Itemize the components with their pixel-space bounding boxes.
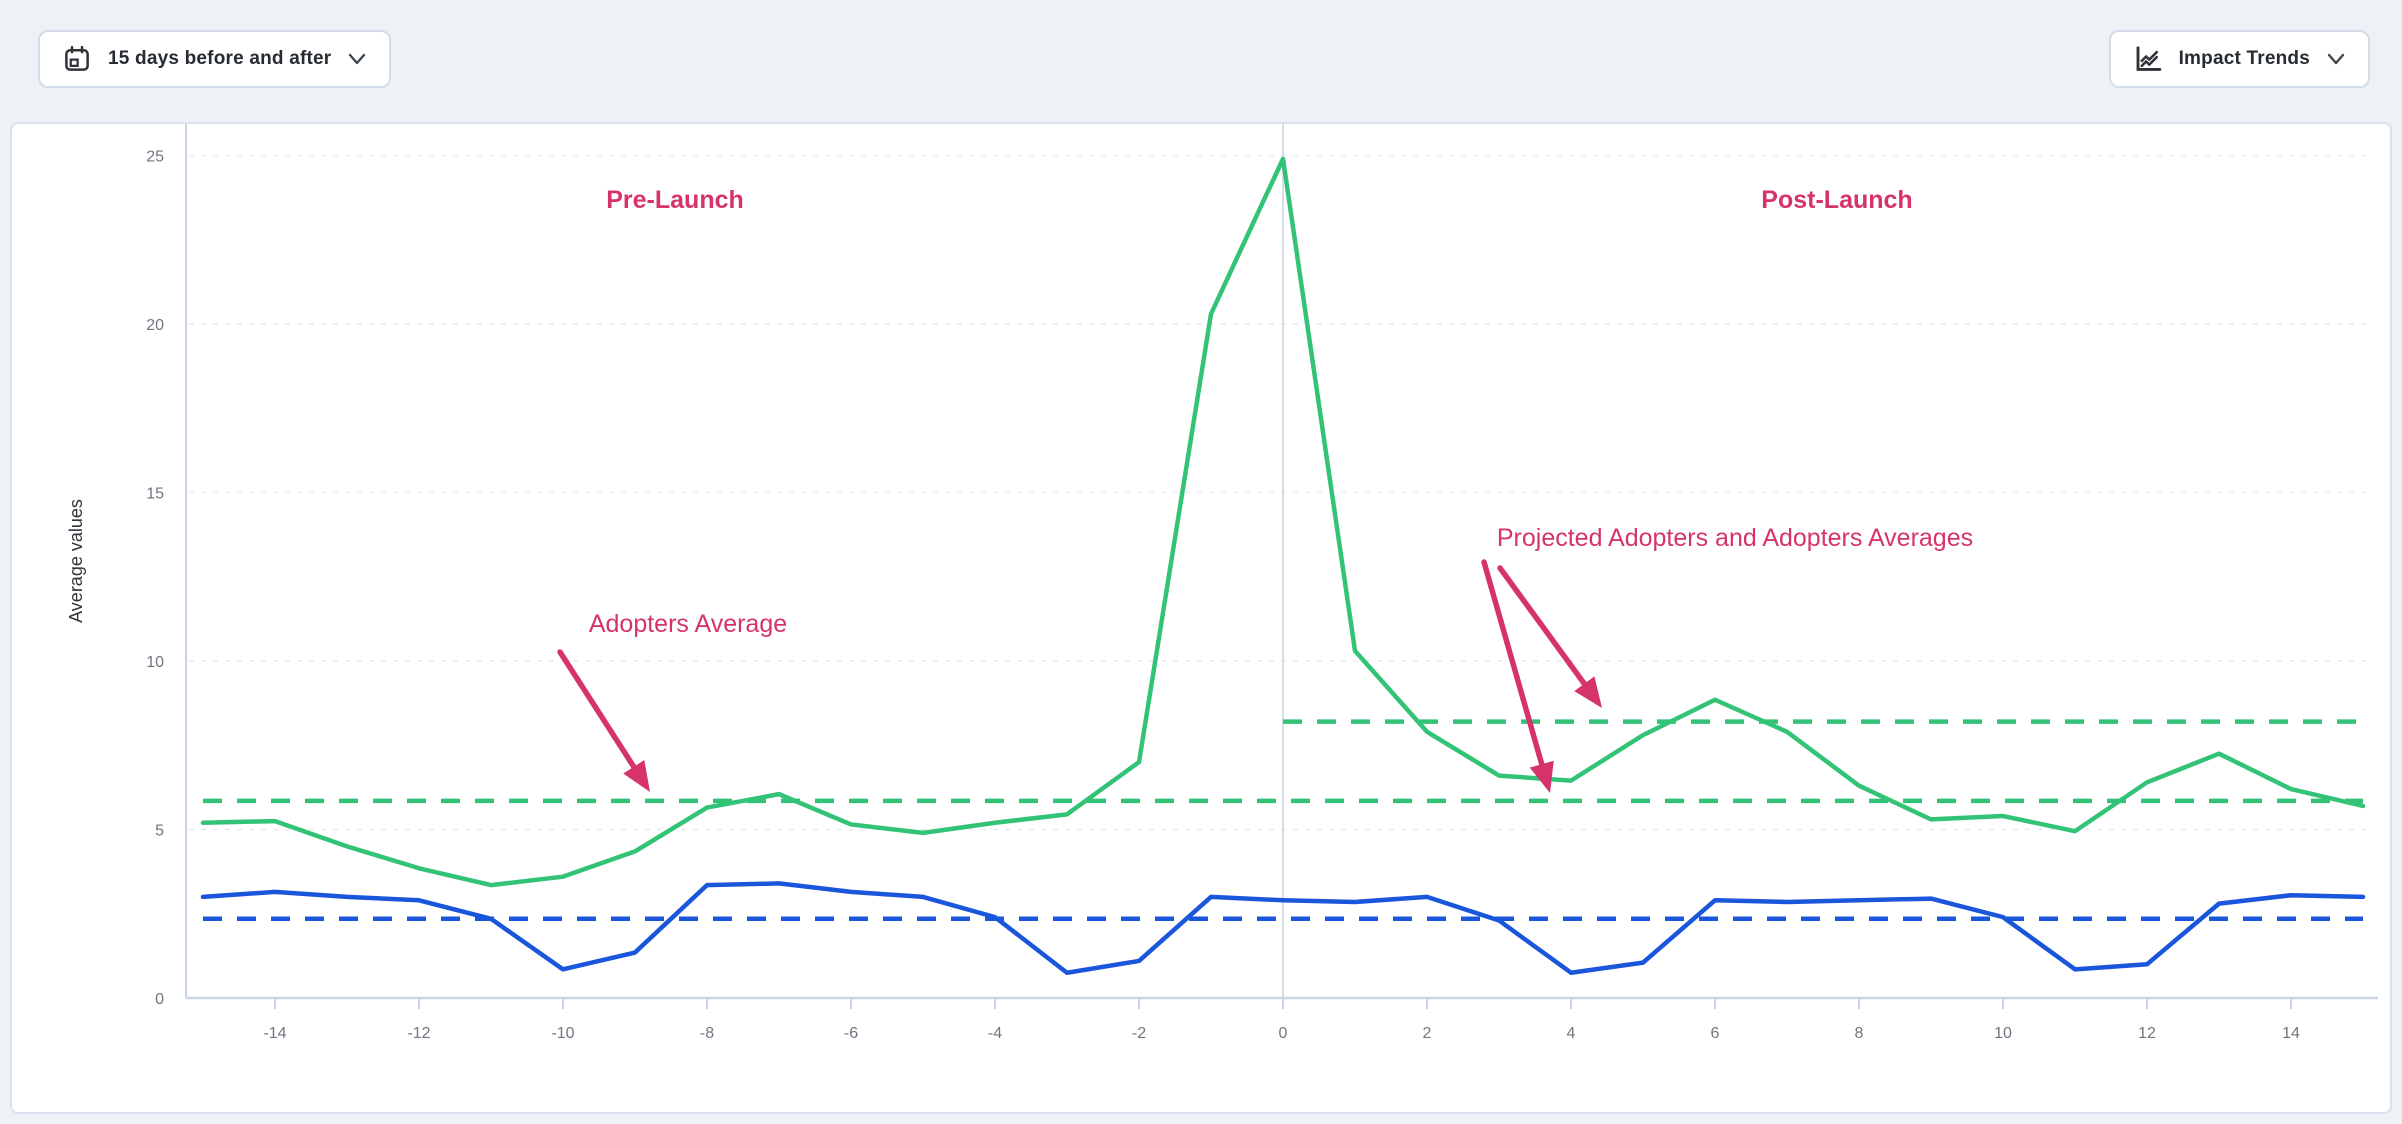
x-tick-label: -4	[988, 1025, 1002, 1042]
y-tick-label: 20	[146, 317, 164, 334]
x-tick-label: 2	[1423, 1025, 1432, 1042]
annotation-post-launch: Post-Launch	[1761, 186, 1912, 214]
chart-panel	[10, 122, 2392, 1114]
x-tick-label: -10	[551, 1025, 574, 1042]
x-tick-label: -12	[407, 1025, 430, 1042]
x-tick-label: -14	[263, 1025, 286, 1042]
date-range-dropdown-button[interactable]: 15 days before and after	[38, 30, 392, 88]
y-tick-label: 5	[155, 823, 164, 840]
chevron-down-icon	[2326, 51, 2346, 67]
impact-trends-label: Impact Trends	[2178, 48, 2310, 69]
y-tick-label: 0	[155, 991, 164, 1008]
annotation-arrow-2	[1497, 565, 1592, 693]
annotation-arrowhead-0	[623, 760, 650, 792]
y-axis-title: Average values	[66, 499, 86, 623]
series-line-Adopters	[200, 156, 2366, 888]
annotation-adopters-average: Adopters Average	[589, 610, 787, 638]
x-tick-label: 6	[1711, 1025, 1720, 1042]
trend-chart-icon	[2133, 44, 2163, 74]
x-tick-label: 4	[1567, 1025, 1576, 1042]
annotation-arrow-0	[557, 649, 641, 777]
annotation-arrow-1	[1481, 559, 1547, 775]
x-tick-label: -2	[1132, 1025, 1146, 1042]
y-tick-label: 15	[146, 486, 164, 503]
x-tick-label: 8	[1855, 1025, 1864, 1042]
annotation-pre-launch: Pre-Launch	[606, 186, 744, 214]
x-tick-label: 0	[1279, 1025, 1288, 1042]
annotation-arrowhead-1	[1529, 760, 1554, 793]
calendar-icon	[62, 44, 92, 74]
date-range-label: 15 days before and after	[108, 48, 332, 69]
x-tick-label: -8	[700, 1025, 714, 1042]
chevron-down-icon	[347, 51, 367, 67]
impact-trends-dropdown-button[interactable]: Impact Trends	[2108, 30, 2370, 88]
annotation-arrowhead-2	[1574, 676, 1602, 708]
x-tick-label: 10	[1994, 1025, 2012, 1042]
x-tick-label: 14	[2282, 1025, 2300, 1042]
y-tick-label: 25	[146, 149, 164, 166]
x-tick-label: -6	[844, 1025, 858, 1042]
series-line-1	[200, 881, 2366, 975]
annotation-projected-averages: Projected Adopters and Adopters Averages	[1497, 524, 1973, 552]
x-tick-label: 12	[2138, 1025, 2156, 1042]
y-tick-label: 10	[146, 654, 164, 671]
